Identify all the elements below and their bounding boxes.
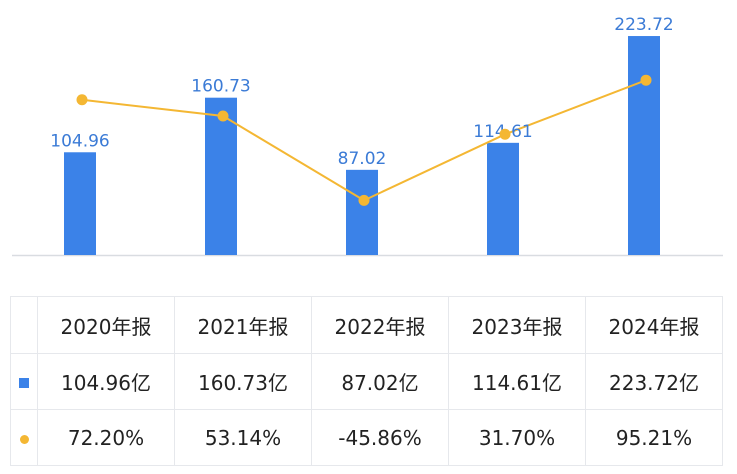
bar-value-label: 104.96 (50, 131, 109, 151)
line-point (358, 194, 370, 206)
bar-value-cell: 87.02亿 (311, 353, 449, 410)
line-value-cell: 53.14% (174, 409, 312, 466)
bar (628, 36, 660, 255)
table-row-bar: 104.96亿 160.73亿 87.02亿 114.61亿 223.72亿 (10, 353, 723, 410)
header-cell: 2020年报 (37, 296, 175, 354)
bar (346, 169, 378, 255)
header-cell: 2022年报 (311, 296, 449, 354)
bar (487, 142, 519, 255)
line-series-legend-cell (10, 409, 38, 466)
bar-value-cell: 160.73亿 (174, 353, 312, 410)
bar-value-label: 160.73 (191, 77, 250, 97)
bar (205, 97, 237, 255)
header-cell: 2021年报 (174, 296, 312, 354)
table-corner-cell (10, 296, 38, 354)
header-cell: 2024年报 (585, 296, 723, 354)
bar-value-cell: 104.96亿 (37, 353, 175, 410)
line-value-cell: 95.21% (585, 409, 723, 466)
header-cell: 2023年报 (448, 296, 586, 354)
bar-series-legend-cell (10, 353, 38, 410)
line-point (499, 128, 511, 140)
line-value-cell: -45.86% (311, 409, 449, 466)
table-header-row: 2020年报 2021年报 2022年报 2023年报 2024年报 (10, 296, 723, 354)
bar-value-cell: 223.72亿 (585, 353, 723, 410)
bar-series-swatch-icon (19, 378, 29, 388)
line-point (217, 110, 229, 122)
line-point (76, 94, 88, 106)
bar-value-label: 87.02 (338, 149, 387, 169)
line-point (640, 74, 652, 86)
bar-value-cell: 114.61亿 (448, 353, 586, 410)
line-value-cell: 72.20% (37, 409, 175, 466)
data-table: 2020年报 2021年报 2022年报 2023年报 2024年报 104.9… (10, 296, 723, 466)
table-row-line: 72.20% 53.14% -45.86% 31.70% 95.21% (10, 409, 723, 466)
line-series-swatch-icon (19, 434, 29, 444)
bar (64, 152, 96, 255)
line-value-cell: 31.70% (448, 409, 586, 466)
bar-value-label: 223.72 (614, 15, 673, 35)
